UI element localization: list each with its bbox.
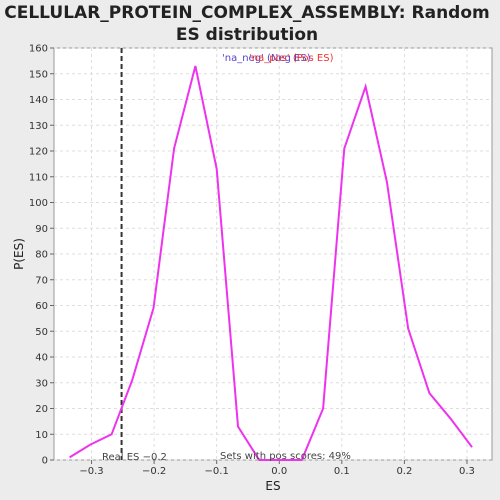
y-tick-label: 60	[35, 301, 48, 312]
y-tick-label: 140	[29, 95, 48, 106]
y-tick-label: 70	[35, 275, 48, 286]
y-tick-label: 130	[29, 121, 48, 132]
real-es-annotation: Real ES −0.2	[102, 452, 167, 463]
y-tick-label: 100	[29, 198, 48, 209]
y-tick-label: 50	[35, 327, 48, 338]
y-tick-label: 10	[35, 430, 48, 441]
y-tick-label: 160	[29, 44, 48, 55]
y-tick-label: 30	[35, 378, 48, 389]
pos-scores-annotation: Sets with pos scores: 49%	[220, 451, 351, 462]
y-tick-label: 20	[35, 404, 48, 415]
x-tick-label: −0.1	[205, 466, 229, 477]
x-tick-label: 0.0	[271, 466, 287, 477]
x-tick-label: 0.1	[334, 466, 350, 477]
chart-title-line2: ES distribution	[176, 25, 318, 45]
y-axis: 0 10 20 30 40 50 60 70 80 90 100 110 120 130 140 150 160	[29, 44, 54, 467]
y-tick-label: 110	[29, 172, 48, 183]
grid-lines	[54, 47, 492, 461]
x-tick-label: 0.2	[396, 466, 412, 477]
x-axis: −0.3 −0.2 −0.1 0.0 0.1 0.2 0.3	[79, 460, 475, 477]
y-tick-label: 150	[29, 69, 48, 80]
x-tick-label: −0.2	[142, 466, 166, 477]
y-tick-label: 80	[35, 250, 48, 261]
x-tick-label: −0.3	[79, 466, 103, 477]
y-tick-label: 90	[35, 224, 48, 235]
x-tick-label: 0.3	[459, 466, 475, 477]
chart-title-line1: CELLULAR_PROTEIN_COMPLEX_ASSEMBLY: Rando…	[4, 3, 489, 23]
y-tick-label: 120	[29, 147, 48, 158]
y-tick-label: 0	[42, 456, 48, 467]
legend-neg-es: 'na_neg' (Neg ES)	[222, 53, 311, 64]
x-axis-label: ES	[265, 479, 280, 493]
legend-pos-es: 'na_pos' (Pos ES)	[249, 53, 334, 64]
y-axis-label: P(ES)	[12, 238, 26, 270]
y-tick-label: 40	[35, 353, 48, 364]
series-line-random-es	[69, 65, 473, 461]
